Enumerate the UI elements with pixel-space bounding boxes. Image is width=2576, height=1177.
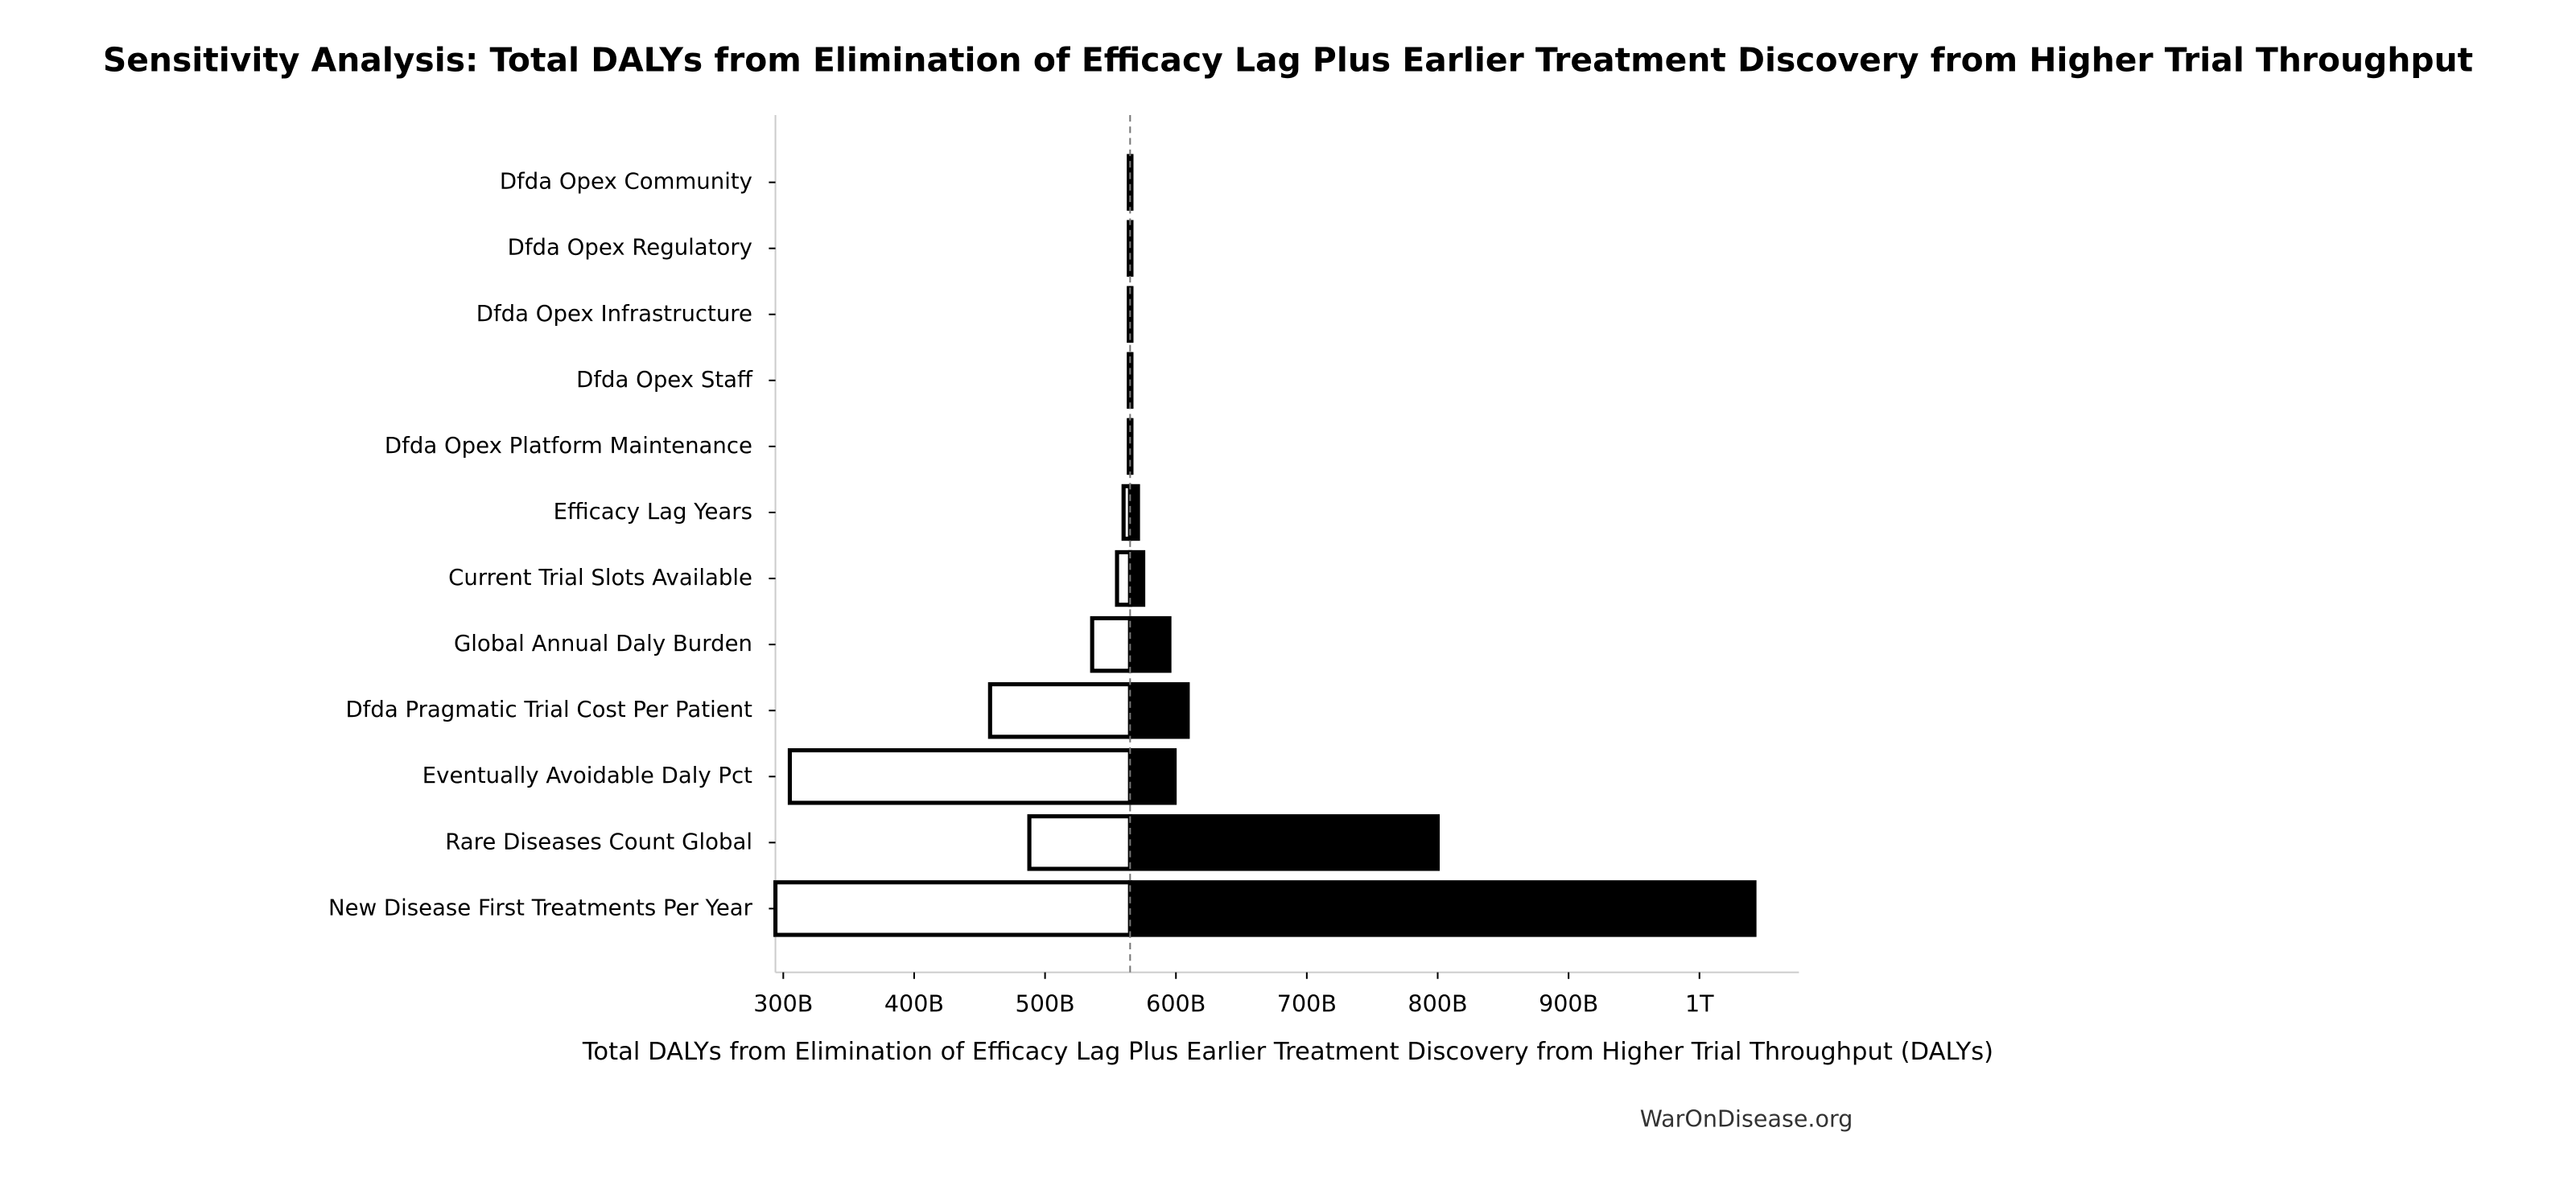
y-tick-label: Eventually Avoidable Daly Pct	[422, 763, 752, 788]
low-bar	[1027, 814, 1132, 871]
x-tick-label: 1T	[1685, 990, 1714, 1017]
x-tick-label: 300B	[753, 990, 813, 1017]
y-tick-label: Dfda Opex Staff	[576, 367, 753, 393]
x-tick-label: 500B	[1016, 990, 1075, 1017]
y-tick-label: Current Trial Slots Available	[448, 565, 752, 591]
x-tick-label: 900B	[1539, 990, 1598, 1017]
y-tick-label: Dfda Opex Platform Maintenance	[385, 433, 752, 459]
y-tick-label: Global Annual Daly Burden	[454, 631, 752, 656]
high-bar	[1127, 880, 1757, 937]
watermark: WarOnDisease.org	[1640, 1105, 1853, 1132]
high-bar	[1127, 681, 1190, 739]
low-bar	[987, 681, 1132, 739]
y-tick-label: Dfda Opex Infrastructure	[476, 301, 752, 327]
y-tick-label: Dfda Opex Community	[500, 169, 752, 195]
low-bar	[773, 880, 1132, 937]
x-tick-label: 600B	[1146, 990, 1206, 1017]
low-bar	[787, 748, 1132, 805]
x-tick-label: 400B	[884, 990, 944, 1017]
x-tick-label: 700B	[1277, 990, 1337, 1017]
high-bar	[1127, 484, 1140, 541]
high-bar	[1127, 549, 1146, 607]
high-bar	[1127, 814, 1440, 871]
x-axis-label: Total DALYs from Elimination of Efficacy…	[582, 1038, 1993, 1066]
x-tick-label: 800B	[1408, 990, 1467, 1017]
high-bar	[1127, 615, 1172, 673]
y-tick-label: Rare Diseases Count Global	[445, 829, 752, 854]
chart-title: Sensitivity Analysis: Total DALYs from E…	[103, 41, 2473, 80]
y-tick-label: Dfda Opex Regulatory	[508, 235, 752, 261]
high-bar	[1127, 748, 1177, 805]
low-bar	[1090, 615, 1132, 673]
y-tick-label: Dfda Pragmatic Trial Cost Per Patient	[345, 697, 752, 722]
y-tick-label: Efficacy Lag Years	[554, 499, 752, 525]
y-tick-label: New Disease First Treatments Per Year	[328, 895, 753, 920]
